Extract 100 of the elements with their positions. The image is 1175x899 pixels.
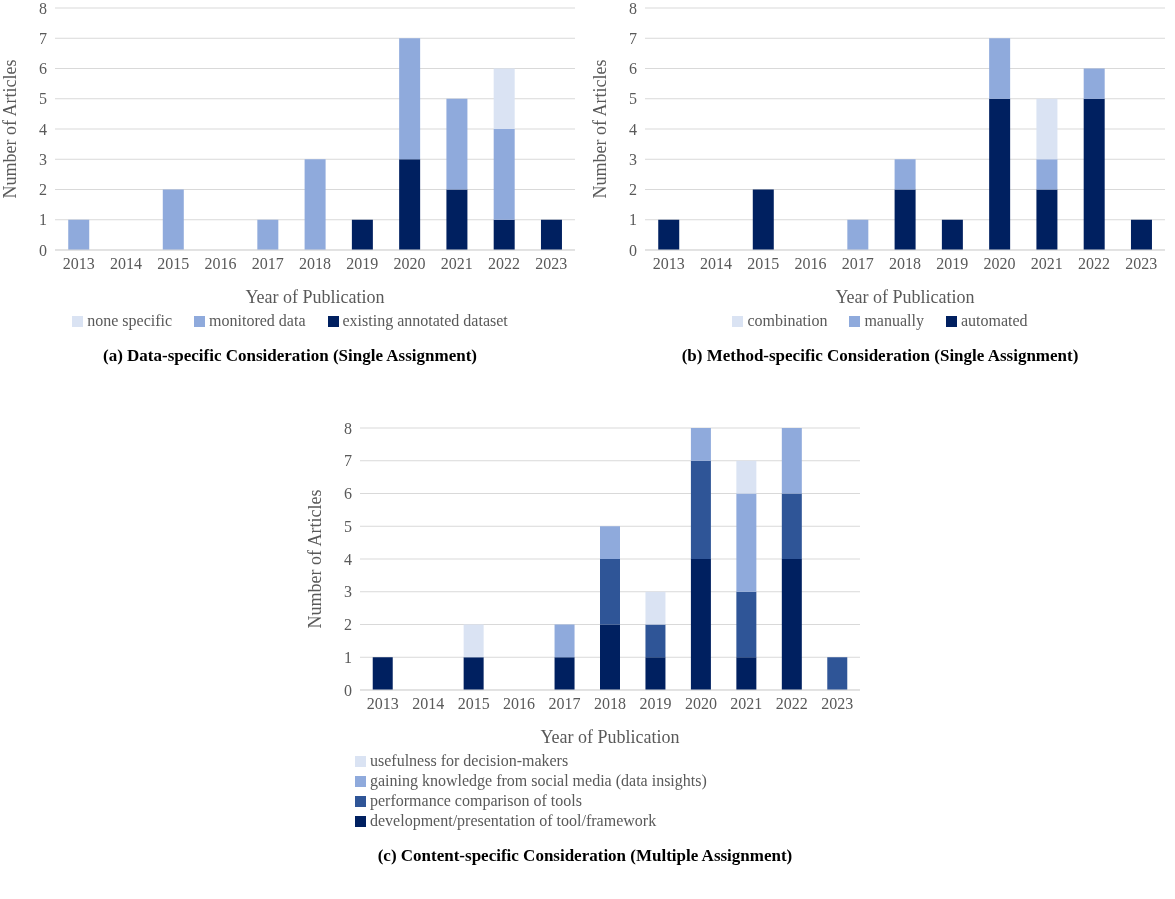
bar: [1130, 219, 1152, 250]
y-tick-label: 4: [344, 550, 352, 568]
legend-label: development/presentation of tool/framework: [370, 812, 657, 830]
legend-label: manually: [864, 312, 924, 330]
bar: [781, 559, 802, 690]
y-tick-label: 3: [629, 150, 637, 168]
x-tick-label: 2022: [488, 255, 521, 273]
bar: [68, 219, 90, 250]
bar: [894, 159, 916, 190]
y-tick-label: 0: [344, 681, 352, 699]
x-tick-label: 2016: [204, 255, 237, 273]
x-tick-label: 2017: [548, 695, 581, 713]
legend-label: gaining knowledge from social media (data insights): [370, 772, 707, 790]
x-tick-label: 2023: [1125, 255, 1158, 273]
x-tick-label: 2017: [841, 255, 874, 273]
bar: [600, 624, 620, 690]
bar: [941, 219, 963, 250]
bar: [399, 38, 421, 160]
y-tick-label: 3: [39, 150, 47, 168]
text: (a) Data-specific Consideration (Single Assignment): [102, 346, 478, 366]
x-tick-label: 2014: [699, 255, 732, 273]
x-tick-label: 2015: [157, 255, 190, 273]
x-tick-label: 2015: [457, 695, 490, 713]
bar: [372, 657, 393, 690]
text: (c) Content-specific Consideration (Multiple Assignment): [376, 846, 794, 866]
x-tick-label: 2014: [412, 695, 445, 713]
x-tick-label: 2021: [730, 695, 763, 713]
y-tick-label: 4: [39, 120, 47, 138]
y-tick-label: 1: [344, 648, 352, 666]
bar: [658, 219, 680, 250]
bar: [600, 559, 620, 625]
bar: [304, 159, 326, 250]
x-axis-title: Year of Publication: [540, 727, 680, 747]
bar: [351, 219, 373, 250]
y-tick-label: 0: [39, 241, 47, 259]
bar: [493, 129, 515, 220]
y-tick-label: 6: [39, 60, 47, 78]
bar: [781, 428, 802, 494]
x-axis-title: Year of Publication: [835, 287, 975, 307]
y-tick-label: 8: [629, 0, 637, 17]
x-tick-label: 2017: [251, 255, 284, 273]
y-tick-label: 8: [344, 419, 352, 437]
y-axis-title: Number of Articles: [305, 489, 326, 629]
bar: [989, 38, 1011, 99]
bar: [493, 219, 515, 250]
legend-label: none specific: [87, 312, 173, 330]
bar: [894, 189, 916, 250]
x-tick-label: 2018: [889, 255, 921, 273]
bar: [463, 624, 484, 658]
x-tick-label: 2019: [639, 695, 672, 713]
x-tick-label: 2021: [440, 255, 473, 273]
bar: [162, 189, 184, 250]
bar: [690, 428, 711, 461]
x-tick-label: 2022: [775, 695, 808, 713]
x-tick-label: 2023: [535, 255, 568, 273]
x-tick-label: 2022: [1078, 255, 1111, 273]
bar: [736, 493, 757, 592]
y-axis-title: Number of Articles: [590, 59, 611, 199]
x-tick-label: 2019: [936, 255, 969, 273]
legend-label: monitored data: [209, 312, 306, 330]
bar: [257, 219, 279, 250]
bar: [752, 189, 774, 250]
y-tick-label: 4: [629, 120, 637, 138]
y-tick-label: 5: [39, 90, 47, 108]
x-tick-label: 2016: [794, 255, 827, 273]
x-tick-label: 2016: [503, 695, 536, 713]
x-tick-label: 2019: [346, 255, 379, 273]
bar: [493, 68, 515, 129]
y-tick-label: 1: [629, 211, 637, 229]
x-tick-label: 2021: [1030, 255, 1063, 273]
bar: [1083, 98, 1105, 250]
y-tick-label: 2: [629, 181, 637, 199]
x-tick-label: 2013: [366, 695, 399, 713]
bar: [645, 624, 666, 658]
bar: [781, 493, 802, 559]
y-tick-label: 2: [344, 616, 352, 634]
bar: [645, 591, 666, 625]
bar: [1083, 68, 1105, 99]
bar: [847, 219, 869, 250]
y-tick-label: 7: [629, 29, 637, 47]
bar: [1036, 189, 1058, 250]
bar: [645, 657, 666, 690]
x-tick-label: 2013: [652, 255, 685, 273]
bar: [736, 591, 757, 658]
bar: [399, 159, 421, 250]
text: (b) Method-specific Consideration (Single Assignment): [680, 346, 1080, 366]
bar: [827, 657, 848, 690]
y-tick-label: 7: [39, 29, 47, 47]
y-axis-title: Number of Articles: [0, 59, 21, 199]
bar: [690, 460, 711, 559]
bar: [1036, 159, 1058, 190]
bar: [989, 98, 1011, 250]
legend-label: automated: [960, 312, 1028, 330]
y-tick-label: 0: [629, 241, 637, 259]
bar: [690, 559, 711, 690]
x-tick-label: 2018: [594, 695, 626, 713]
legend-label: existing annotated dataset: [342, 312, 508, 330]
bar: [540, 219, 562, 250]
bar: [463, 657, 484, 690]
x-tick-label: 2015: [747, 255, 780, 273]
